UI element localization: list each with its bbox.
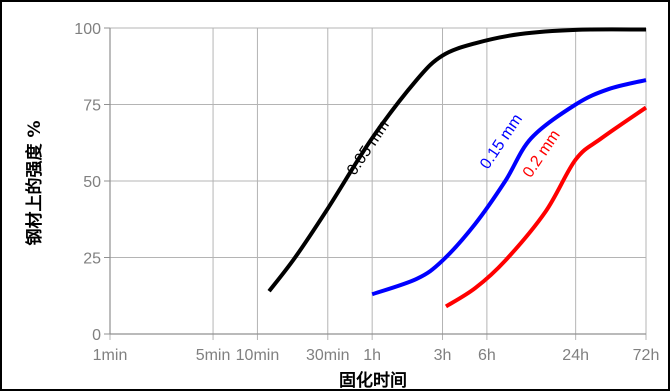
axes [104,27,646,335]
x-tick-label: 5min [196,347,231,364]
x-tick-label: 30min [306,347,350,364]
y-axis-title: 钢材上的强度 % [24,121,45,246]
y-tick-label: 100 [74,21,101,38]
series-line [444,105,648,309]
x-axis-title: 固化时间 [339,370,407,391]
y-tick-label: 0 [92,327,101,344]
y-tick-label: 50 [83,174,101,191]
y-tick-label: 75 [83,98,101,115]
y-tick-label: 25 [83,251,101,268]
x-tick-label: 1min [93,347,128,364]
x-tick-label: 24h [562,347,589,364]
x-tick-label: 72h [633,347,660,364]
series [267,27,648,309]
x-tick-label: 6h [478,347,496,364]
grid [109,27,647,340]
series-line [371,78,647,297]
x-tick-label: 10min [236,347,280,364]
x-tick-label: 1h [363,347,381,364]
x-tick-label: 3h [434,347,452,364]
tick-labels: 0 25 50 75 100 1min 5min 10min 30min 1h 3h 6h 24h 72h [74,21,659,364]
series-line [267,27,647,293]
